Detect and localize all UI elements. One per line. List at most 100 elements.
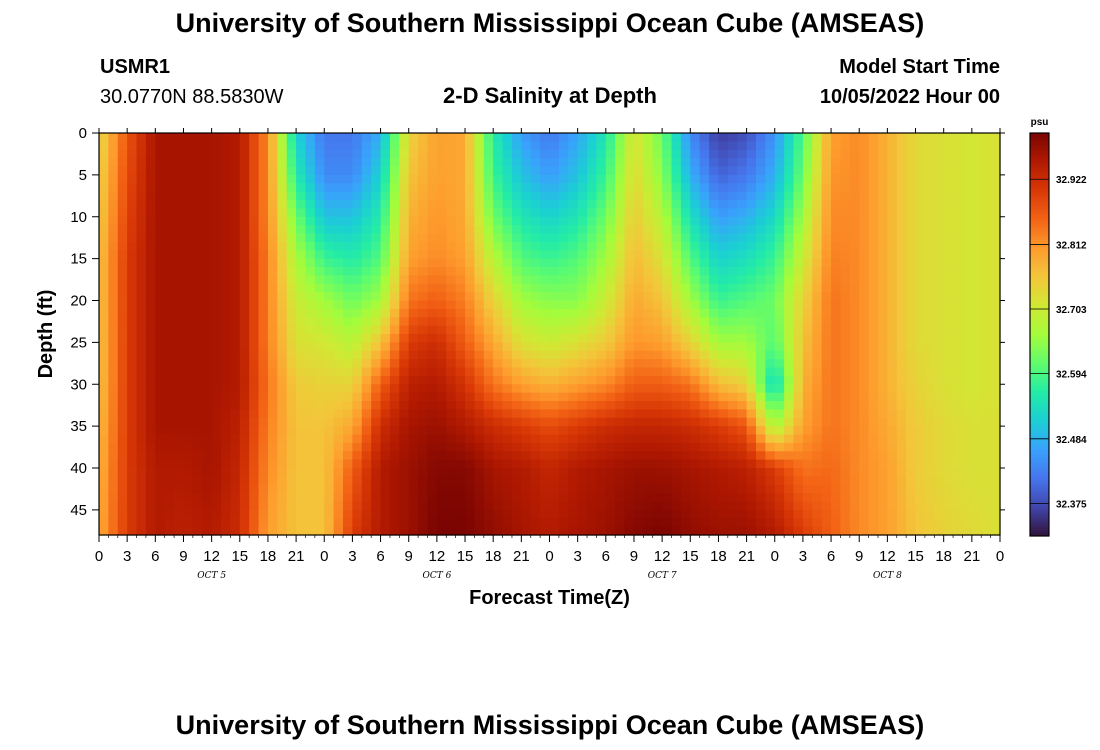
heatmap-cell	[568, 325, 579, 335]
heatmap-cell	[924, 434, 935, 444]
heatmap-cell	[540, 342, 551, 352]
heatmap-cell	[868, 334, 879, 343]
heatmap-cell	[652, 325, 663, 335]
heatmap-cell	[690, 275, 701, 285]
heatmap-cell	[305, 518, 316, 528]
heatmap-cell	[502, 141, 513, 151]
heatmap-cell	[221, 308, 231, 318]
heatmap-cell	[314, 133, 325, 142]
heatmap-cell	[530, 317, 541, 327]
heatmap-cell	[211, 334, 222, 343]
heatmap-cell	[831, 401, 842, 410]
heatmap-cell	[145, 392, 156, 402]
heatmap-cell	[624, 501, 635, 511]
heatmap-cell	[493, 300, 504, 310]
heatmap-cell	[258, 350, 269, 360]
heatmap-cell	[831, 216, 842, 226]
heatmap-cell	[465, 149, 476, 159]
station-id: USMR1	[100, 56, 171, 78]
heatmap-cell	[990, 141, 1001, 151]
heatmap-cell	[314, 359, 325, 369]
heatmap-cell	[962, 325, 973, 335]
heatmap-cell	[680, 350, 691, 360]
heatmap-cell	[812, 434, 823, 444]
heatmap-cell	[718, 317, 729, 327]
heatmap-cell	[709, 283, 720, 293]
heatmap-cell	[953, 459, 964, 469]
heatmap-cell	[774, 141, 785, 151]
heatmap-cell	[868, 300, 879, 310]
heatmap-cell	[427, 350, 438, 360]
heatmap-cell	[887, 200, 898, 209]
heatmap-cell	[192, 468, 203, 477]
heatmap-cell	[971, 426, 982, 436]
heatmap-cell	[408, 166, 419, 176]
heatmap-cell	[812, 451, 823, 461]
heatmap-cell	[136, 191, 147, 201]
heatmap-cell	[230, 241, 241, 251]
heatmap-cell	[211, 367, 222, 377]
heatmap-cell	[971, 208, 982, 218]
heatmap-cell	[981, 526, 992, 536]
heatmap-cell	[953, 208, 964, 218]
heatmap-cell	[577, 451, 588, 461]
heatmap-cell	[934, 334, 945, 343]
heatmap-cell	[840, 417, 851, 427]
heatmap-cell	[192, 250, 203, 260]
heatmap-cell	[314, 275, 325, 285]
heatmap-cell	[690, 417, 701, 427]
heatmap-cell	[793, 401, 804, 410]
heatmap-cell	[296, 451, 307, 461]
heatmap-cell	[530, 250, 541, 260]
heatmap-cell	[755, 183, 766, 193]
heatmap-cell	[624, 375, 635, 385]
heatmap-cell	[662, 225, 673, 235]
heatmap-cell	[849, 283, 860, 293]
heatmap-cell	[587, 359, 598, 369]
heatmap-cell	[314, 250, 325, 260]
heatmap-cell	[690, 409, 701, 419]
heatmap-cell	[709, 334, 720, 343]
heatmap-cell	[174, 334, 185, 343]
heatmap-cell	[117, 493, 128, 503]
heatmap-cell	[924, 174, 935, 184]
heatmap-cell	[737, 350, 748, 360]
heatmap-cell	[127, 392, 138, 402]
heatmap-cell	[483, 342, 494, 352]
heatmap-cell	[887, 183, 898, 193]
heatmap-cell	[877, 208, 888, 218]
heatmap-cell	[596, 208, 607, 218]
heatmap-cell	[352, 208, 363, 218]
heatmap-cell	[127, 166, 138, 176]
heatmap-cell	[521, 300, 532, 310]
heatmap-cell	[755, 308, 766, 318]
heatmap-cell	[361, 183, 372, 193]
heatmap-cell	[155, 526, 166, 536]
heatmap-cell	[699, 208, 710, 218]
heatmap-cell	[643, 200, 654, 209]
heatmap-cell	[465, 350, 476, 360]
heatmap-cell	[709, 451, 720, 461]
heatmap-cell	[587, 250, 598, 260]
heatmap-cell	[793, 250, 804, 260]
heatmap-cell	[577, 392, 588, 402]
colorbar-tick-label: 32.594	[1056, 370, 1087, 381]
heatmap-cell	[934, 174, 945, 184]
heatmap-cell	[333, 250, 344, 260]
heatmap-cell	[615, 468, 626, 477]
heatmap-cell	[249, 275, 260, 285]
heatmap-cell	[981, 267, 992, 276]
heatmap-cell	[596, 384, 607, 394]
heatmap-cell	[286, 308, 297, 318]
heatmap-cell	[164, 166, 175, 176]
heatmap-cell	[145, 409, 156, 419]
heatmap-cell	[249, 158, 260, 168]
heatmap-cell	[596, 250, 607, 260]
heatmap-cell	[361, 501, 372, 511]
heatmap-cell	[399, 342, 410, 352]
x-tick-label: 0	[771, 548, 779, 565]
heatmap-cell	[849, 308, 860, 318]
heatmap-cell	[145, 183, 156, 193]
heatmap-cell	[540, 451, 551, 461]
heatmap-cell	[643, 509, 654, 519]
